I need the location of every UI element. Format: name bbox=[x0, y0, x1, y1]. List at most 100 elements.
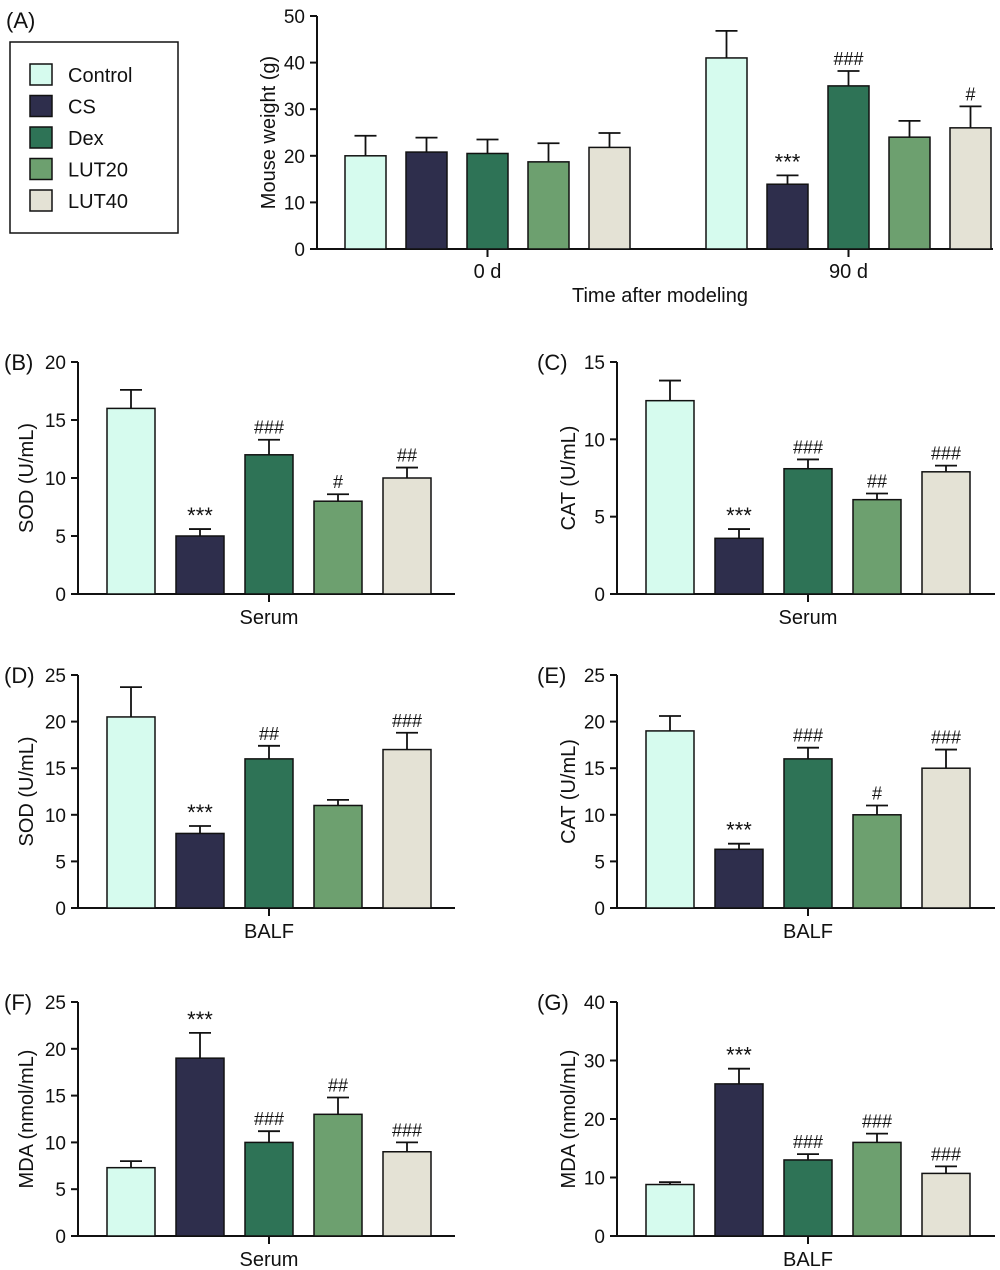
panel-g-y-tick-label: 20 bbox=[584, 1110, 605, 1131]
panel-g-significance-LUT20: ### bbox=[862, 1112, 892, 1132]
panel-f-bar-CS bbox=[175, 1057, 225, 1237]
panel-b-y-axis-title: SOD (U/mL) bbox=[16, 423, 38, 533]
panel-e-y-tick-label: 15 bbox=[584, 759, 605, 780]
panel-g-bar-Control bbox=[645, 1183, 695, 1237]
panel-d-y-tick-label: 5 bbox=[55, 852, 66, 873]
panel-g-label: (G) bbox=[537, 990, 569, 1015]
panel-b-bar-Control bbox=[106, 407, 156, 595]
panel-g-y-tick-label: 30 bbox=[584, 1052, 605, 1073]
panel-a-x-tick-label: 0 d bbox=[474, 261, 502, 283]
panel-d-significance-Dex: ## bbox=[259, 724, 279, 744]
panel-a-bar-Control-0 bbox=[344, 155, 387, 250]
panel-f-significance-LUT20: ## bbox=[328, 1075, 348, 1095]
legend-swatch-LUT40 bbox=[29, 189, 53, 212]
panel-b-bar-LUT20 bbox=[313, 500, 363, 595]
panel-e-x-axis-title: BALF bbox=[783, 921, 833, 943]
panel-d-bar-Control bbox=[106, 716, 156, 909]
panel-f-y-tick-label: 25 bbox=[45, 993, 66, 1014]
panel-f-x-axis-title: Serum bbox=[240, 1249, 299, 1270]
panel-e-y-tick-label: 5 bbox=[594, 852, 605, 873]
panel-g-y-tick-label: 0 bbox=[594, 1227, 605, 1248]
panel-a-bar-LUT20-0 bbox=[527, 161, 570, 250]
panel-a-y-axis-title: Mouse weight (g) bbox=[258, 56, 280, 209]
panel-f-y-tick-label: 20 bbox=[45, 1040, 66, 1061]
panel-a-bar-CS-0 bbox=[405, 151, 448, 250]
panel-d-significance-LUT40: ### bbox=[392, 711, 422, 731]
panel-e-bar-LUT20 bbox=[852, 814, 902, 909]
panel-e-y-axis-title: CAT (U/mL) bbox=[558, 739, 580, 844]
panel-g-bar-LUT40 bbox=[921, 1172, 971, 1237]
panel-d-bar-LUT20 bbox=[313, 804, 363, 909]
panel-e-label: (E) bbox=[537, 663, 566, 688]
panel-a-x-tick-label: 90 d bbox=[829, 261, 868, 283]
panel-a-bar-Control-1 bbox=[705, 57, 748, 250]
panel-d-significance-CS: *** bbox=[187, 800, 213, 825]
panel-a-y-tick-label: 10 bbox=[284, 193, 305, 214]
panel-b-y-tick-label: 20 bbox=[45, 353, 66, 374]
panel-g-significance-LUT40: ### bbox=[931, 1144, 961, 1164]
panel-f-y-axis-title: MDA (nmol/mL) bbox=[16, 1050, 38, 1189]
panel-f-bar-LUT20 bbox=[313, 1113, 363, 1237]
panel-d-y-tick-label: 0 bbox=[55, 899, 66, 920]
panel-d-x-axis-title: BALF bbox=[244, 921, 294, 943]
panel-g-bar-LUT20 bbox=[852, 1141, 902, 1237]
legend-swatch-CS bbox=[29, 94, 53, 118]
panel-e-significance-LUT40: ### bbox=[931, 728, 961, 748]
legend-label-CS: CS bbox=[68, 97, 96, 119]
panel-f-significance-LUT40: ### bbox=[392, 1120, 422, 1140]
legend-label-LUT40: LUT40 bbox=[68, 191, 128, 213]
panel-b-significance-LUT20: # bbox=[333, 472, 343, 492]
panel-e-y-tick-label: 20 bbox=[584, 713, 605, 734]
panel-a-x-axis-title: Time after modeling bbox=[572, 285, 748, 307]
panel-a-bar-Dex-0 bbox=[466, 152, 509, 250]
panel-b-significance-CS: *** bbox=[187, 503, 213, 528]
panel-e-significance-Dex: ### bbox=[793, 726, 823, 746]
panel-d-bar-Dex bbox=[244, 758, 294, 909]
panel-a-y-tick-label: 40 bbox=[284, 54, 305, 75]
panel-c-significance-LUT40: ### bbox=[931, 444, 961, 464]
panel-e-y-tick-label: 25 bbox=[584, 666, 605, 687]
legend-label-LUT20: LUT20 bbox=[68, 160, 128, 182]
panel-a-bar-LUT40-0 bbox=[588, 146, 631, 250]
legend: Control CS Dex LUT20 LUT40 bbox=[9, 41, 179, 234]
panel-g-y-tick-label: 10 bbox=[584, 1169, 605, 1190]
panel-f-significance-Dex: ### bbox=[254, 1109, 284, 1129]
panel-g: (G) 0 10 20 30 40 MDA (nmol/mL) *** ### ### ### BAL… bbox=[537, 990, 995, 1270]
panel-e-bar-LUT40 bbox=[921, 767, 971, 909]
panel-e-significance-CS: *** bbox=[726, 818, 752, 843]
panel-d-bar-LUT40 bbox=[382, 748, 432, 909]
panel-b-y-tick-label: 5 bbox=[55, 527, 66, 548]
panel-c-y-tick-label: 15 bbox=[584, 353, 605, 374]
panel-f-y-tick-label: 0 bbox=[55, 1227, 66, 1248]
panel-g-bar-Dex bbox=[783, 1159, 833, 1237]
panel-g-bar-CS bbox=[714, 1083, 764, 1237]
panel-g-significance-CS: *** bbox=[726, 1043, 752, 1068]
panel-b-bar-Dex bbox=[244, 454, 294, 595]
legend-label-Control: Control bbox=[68, 65, 132, 87]
panel-f-bar-Control bbox=[106, 1166, 156, 1237]
panel-f-y-tick-label: 5 bbox=[55, 1180, 66, 1201]
panel-c-bar-LUT20 bbox=[852, 498, 902, 595]
legend-box bbox=[9, 41, 179, 234]
panel-d-y-tick-label: 10 bbox=[45, 806, 66, 827]
panel-e-bar-CS bbox=[714, 848, 764, 909]
panel-f-y-tick-label: 15 bbox=[45, 1087, 66, 1108]
panel-c-bar-LUT40 bbox=[921, 471, 971, 595]
panel-d-y-tick-label: 20 bbox=[45, 713, 66, 734]
panel-c-bar-CS bbox=[714, 537, 764, 595]
panel-g-significance-Dex: ### bbox=[793, 1132, 823, 1152]
panel-a-y-tick-label: 20 bbox=[284, 147, 305, 168]
panel-g-x-axis-title: BALF bbox=[783, 1249, 833, 1270]
panel-a: (A) 0 10 20 30 40 50 Mouse weight (g) 0 d 90 d ***… bbox=[6, 7, 993, 307]
panel-c-label: (C) bbox=[537, 350, 568, 375]
panel-e-bar-Dex bbox=[783, 758, 833, 909]
panel-b-bar-LUT40 bbox=[382, 477, 432, 595]
panel-e-y-tick-label: 0 bbox=[594, 899, 605, 920]
panel-g-y-tick-label: 40 bbox=[584, 993, 605, 1014]
panel-c-significance-CS: *** bbox=[726, 503, 752, 528]
panel-c-bar-Dex bbox=[783, 467, 833, 595]
panel-f-significance-CS: *** bbox=[187, 1007, 213, 1032]
panel-e-bar-Control bbox=[645, 730, 695, 909]
